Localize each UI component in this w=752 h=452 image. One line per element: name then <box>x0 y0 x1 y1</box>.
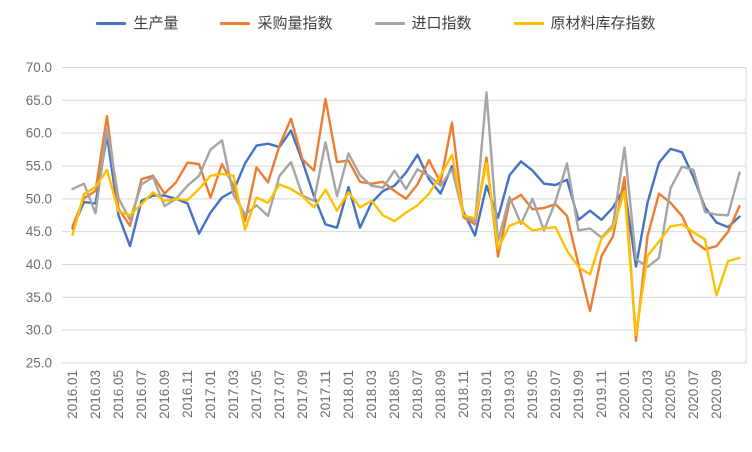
y-axis-tick-label: 45.0 <box>26 224 52 239</box>
x-axis-tick-label: 2016.03 <box>88 370 103 419</box>
x-axis-tick-label: 2018.01 <box>341 370 356 419</box>
x-axis-tick-label: 2017.07 <box>272 370 287 419</box>
legend-line-swatch-import_index <box>374 22 405 25</box>
legend-item-raw_material_inventory_index[interactable]: 原材料库存指数 <box>513 15 656 32</box>
x-axis-tick-label: 2016.01 <box>65 370 80 419</box>
y-axis-tick-label: 55.0 <box>26 159 52 174</box>
x-axis-tick-label: 2020.03 <box>640 370 655 419</box>
x-axis-tick-label: 2020.05 <box>663 370 678 419</box>
y-axis-tick-label: 50.0 <box>26 191 52 206</box>
legend-line-swatch-purchasing_volume_index <box>220 22 251 25</box>
x-axis-tick-label: 2019.09 <box>571 370 586 419</box>
x-axis-tick-label: 2016.11 <box>180 370 195 418</box>
legend-line-swatch-production <box>96 22 127 25</box>
x-axis-tick-label: 2017.03 <box>226 370 241 419</box>
x-axis-tick-label: 2020.07 <box>686 370 701 419</box>
x-axis-tick-label: 2016.07 <box>134 370 149 419</box>
series-line-raw_material_inventory_index[interactable] <box>71 153 741 336</box>
x-axis-tick-label: 2019.07 <box>548 370 563 419</box>
legend-item-purchasing_volume_index[interactable]: 采购量指数 <box>220 15 333 32</box>
x-axis-tick-label: 2016.09 <box>157 370 172 419</box>
x-axis-tick-label: 2020.01 <box>617 370 632 419</box>
y-axis-tick-label: 65.0 <box>26 93 52 108</box>
y-axis-tick-label: 25.0 <box>26 356 52 371</box>
x-axis-tick-label: 2017.09 <box>295 370 310 419</box>
y-axis-tick-label: 35.0 <box>26 290 52 305</box>
series-line-production[interactable] <box>71 129 741 268</box>
x-axis-tick-label: 2019.11 <box>594 370 609 418</box>
legend-label-import_index: 进口指数 <box>411 15 472 32</box>
x-axis-tick-label: 2019.05 <box>525 370 540 419</box>
legend-item-production[interactable]: 生产量 <box>96 16 178 31</box>
legend-line-swatch-raw_material_inventory_index <box>513 22 544 25</box>
y-axis-tick-label: 70.0 <box>26 60 52 75</box>
y-axis-tick-label: 60.0 <box>26 126 52 141</box>
x-axis-tick-label: 2016.05 <box>111 370 126 419</box>
x-axis-tick-label: 2017.01 <box>203 370 218 419</box>
x-axis-tick-label: 2017.11 <box>318 370 333 418</box>
legend-label-raw_material_inventory_index: 原材料库存指数 <box>550 15 656 32</box>
x-axis-tick-label: 2017.05 <box>249 370 264 419</box>
chart-legend: 生产量 采购量指数 进口指数 原材料库存指数 <box>0 16 752 31</box>
x-axis-tick-label: 2018.03 <box>364 370 379 419</box>
y-axis-tick-label: 30.0 <box>26 323 52 338</box>
legend-item-import_index[interactable]: 进口指数 <box>374 15 472 32</box>
legend-label-purchasing_volume_index: 采购量指数 <box>257 15 333 32</box>
x-axis-tick-label: 2018.07 <box>410 370 425 419</box>
series-line-import_index[interactable] <box>71 91 741 269</box>
x-axis-tick-label: 2018.11 <box>456 370 471 418</box>
x-axis-tick-label: 2019.01 <box>479 370 494 419</box>
x-axis-tick-label: 2018.05 <box>387 370 402 419</box>
x-axis-tick-label: 2018.09 <box>433 370 448 419</box>
y-axis-tick-label: 40.0 <box>26 257 52 272</box>
x-axis-tick-label: 2019.03 <box>502 370 517 419</box>
legend-label-production: 生产量 <box>133 15 179 32</box>
x-axis-tick-label: 2020.09 <box>709 370 724 419</box>
